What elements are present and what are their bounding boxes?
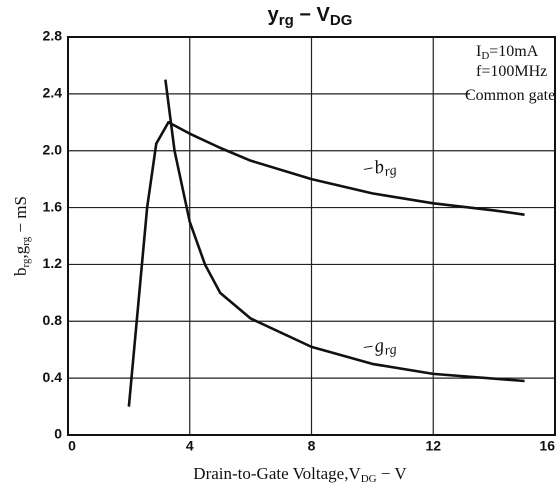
y-tick-label: 0.8	[43, 312, 63, 328]
title-part: y	[268, 4, 280, 26]
series-label-part: −g	[360, 335, 385, 359]
series-label: −grg	[360, 334, 397, 362]
y-tick-label: 2.8	[43, 28, 63, 44]
x-tick-label: 12	[425, 438, 441, 454]
y-tick-label: 0.4	[43, 369, 63, 385]
chart-title: yrg − VDG	[268, 4, 353, 29]
label-part: DG	[361, 473, 377, 485]
annotation-part: =10mA	[489, 43, 538, 60]
annotation: ID=10mA	[476, 43, 539, 62]
annotation: f=100MHz	[476, 63, 547, 80]
annotation-part: D	[481, 50, 489, 62]
x-axis-label: Drain-to-Gate Voltage,VDG − V	[193, 464, 407, 485]
label-part: b	[11, 267, 30, 276]
series-label-part: rg	[384, 342, 398, 359]
y-tick-label: 2.4	[43, 85, 63, 101]
series-label: −brg	[360, 155, 398, 184]
label-part: − V	[377, 464, 408, 483]
label-part: ,g	[11, 245, 30, 258]
label-part: rg	[20, 258, 32, 267]
x-tick-label: 4	[186, 438, 194, 454]
y-tick-label: 0	[54, 426, 62, 442]
label-part: Drain-to-Gate Voltage,V	[193, 464, 361, 483]
title-part: rg	[279, 12, 294, 29]
data-line	[164, 79, 525, 383]
x-tick-label: 16	[539, 438, 555, 454]
y-axis-label: brg,grg − mS	[11, 196, 32, 276]
label-part: − mS	[11, 196, 30, 237]
title-part: − V	[294, 4, 331, 26]
annotation-part: Common gate	[465, 87, 555, 104]
y-tick-label: 1.2	[43, 255, 63, 271]
annotation: Common gate	[465, 87, 555, 104]
title-part: DG	[330, 12, 353, 29]
series-label-part: −b	[360, 157, 386, 182]
x-tick-label: 8	[308, 438, 316, 454]
y-tick-label: 2.0	[43, 141, 63, 157]
plot-frame	[67, 36, 556, 436]
annotation-part: f=100MHz	[476, 63, 547, 80]
annotation-part: I	[476, 43, 481, 60]
label-part: rg	[20, 236, 32, 245]
y-tick-label: 1.6	[43, 198, 63, 214]
x-tick-label: 0	[68, 438, 76, 454]
data-line	[127, 120, 525, 407]
annotation-box	[470, 40, 553, 108]
series-label-part: rg	[384, 163, 398, 180]
